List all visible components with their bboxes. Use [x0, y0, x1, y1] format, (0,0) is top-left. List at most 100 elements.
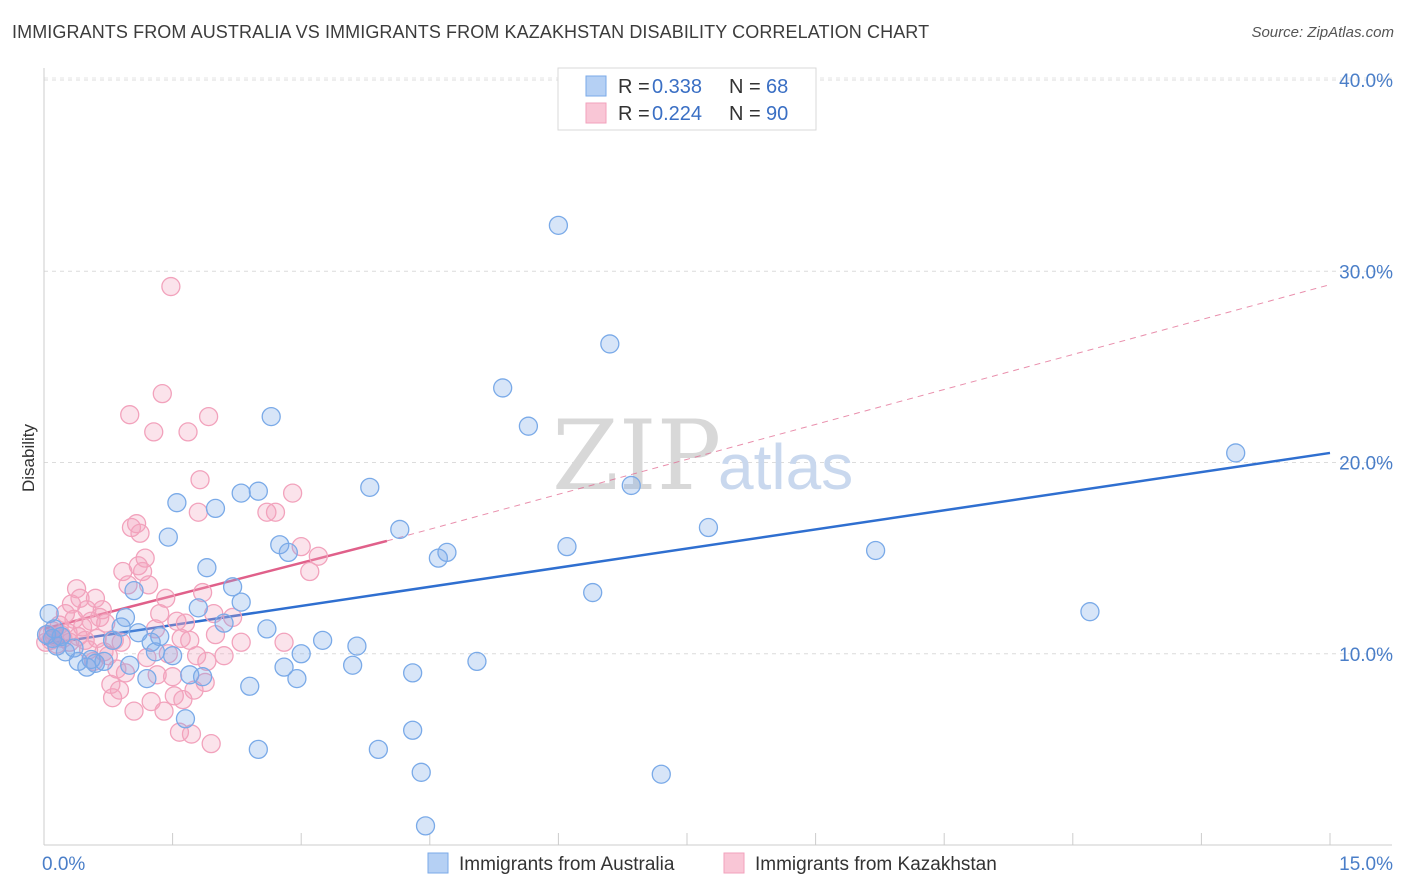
point-series1-59	[162, 667, 183, 687]
point-series1-31	[102, 688, 123, 708]
point-series0-23	[158, 527, 178, 547]
point-series0-40	[261, 406, 281, 427]
point-series0-54	[411, 762, 431, 782]
point-series0-43	[278, 542, 298, 563]
data-points	[36, 215, 1246, 836]
point-series0-46	[312, 630, 333, 651]
point-series1-56	[156, 588, 176, 608]
point-series0-63	[583, 582, 603, 603]
point-series1-48	[138, 575, 159, 595]
legend-n-label-kazakhstan: N =	[729, 103, 761, 125]
point-series0-33	[222, 577, 243, 597]
axes	[43, 68, 1392, 846]
point-series1-46	[135, 548, 155, 568]
point-series0-67	[698, 517, 719, 538]
point-series0-58	[467, 651, 487, 672]
legend-n-value-kazakhstan: 90	[766, 103, 788, 125]
y-tick-label-3: 40.0%	[1339, 71, 1393, 92]
point-series1-84	[265, 502, 286, 522]
point-series1-41	[124, 701, 144, 721]
point-series0-70	[1226, 443, 1246, 463]
legend: R = 0.338 N = 68 R = 0.224 N = 90	[557, 67, 817, 131]
legend-swatch-australia	[585, 75, 607, 97]
point-series0-36	[240, 676, 260, 696]
point-series0-66	[651, 764, 671, 784]
point-series0-49	[360, 477, 380, 498]
y-axis-label: Disability	[19, 423, 38, 492]
point-series0-25	[167, 493, 187, 513]
y-tick-label-2: 30.0%	[1339, 262, 1393, 283]
grid	[44, 77, 1392, 655]
point-series0-47	[342, 655, 363, 675]
point-series0-69	[1080, 602, 1100, 622]
point-series1-28	[96, 613, 116, 633]
point-series0-62	[557, 537, 577, 557]
bottom-legend-swatch-australia	[427, 852, 449, 874]
point-series0-31	[205, 498, 226, 519]
point-series1-73	[192, 582, 213, 603]
point-series1-65	[175, 613, 196, 633]
point-series1-34	[109, 680, 130, 700]
point-series0-53	[403, 663, 423, 683]
point-series0-26	[175, 709, 196, 729]
point-series1-49	[141, 691, 161, 712]
point-series1-77	[201, 733, 221, 754]
y-tick-label-0: 10.0%	[1339, 645, 1393, 666]
legend-r-label-kazakhstan: R =	[618, 103, 650, 125]
point-series0-24	[162, 646, 183, 666]
trend-line-1	[43, 539, 388, 631]
point-series1-72	[190, 470, 210, 490]
point-series1-71	[188, 502, 208, 522]
point-series0-19	[137, 668, 157, 689]
point-series0-38	[248, 739, 268, 760]
point-series0-64	[600, 334, 620, 354]
point-series1-58	[161, 276, 181, 297]
point-series0-55	[415, 816, 436, 836]
x-tick-label-0: 0.0%	[42, 854, 85, 875]
point-series0-22	[150, 626, 170, 647]
point-series1-16	[70, 588, 90, 608]
point-series1-38	[118, 575, 138, 595]
point-series0-57	[437, 542, 457, 563]
legend-r-value-australia: 0.338	[652, 76, 702, 98]
point-series1-50	[144, 422, 164, 442]
point-series1-52	[147, 665, 167, 685]
point-series1-23	[85, 588, 106, 608]
trend-line-0	[43, 451, 1331, 646]
point-series0-34	[231, 592, 251, 612]
point-series0-14	[111, 617, 131, 637]
point-series0-59	[493, 378, 513, 398]
bottom-legend: Immigrants from Australia Immigrants fro…	[427, 852, 997, 875]
chart-title: IMMIGRANTS FROM AUSTRALIA VS IMMIGRANTS …	[12, 22, 930, 42]
point-series1-64	[173, 690, 193, 710]
point-series0-28	[188, 598, 208, 618]
point-series0-65	[621, 475, 641, 496]
point-series1-55	[154, 701, 174, 721]
point-series1-88	[300, 561, 320, 582]
point-series1-39	[120, 405, 140, 425]
point-series0-18	[128, 623, 148, 643]
point-series0-37	[248, 481, 268, 501]
point-series0-50	[368, 739, 389, 760]
point-series1-70	[186, 646, 207, 666]
point-series0-44	[287, 668, 307, 689]
point-series0-68	[865, 540, 886, 561]
point-series0-45	[291, 644, 311, 664]
trend-extension-1	[386, 284, 1331, 542]
y-tick-labels: 10.0% 20.0% 30.0% 40.0%	[1339, 71, 1393, 666]
watermark-atlas: atlas	[718, 431, 853, 503]
point-series0-32	[214, 613, 234, 633]
bottom-legend-label-kazakhstan: Immigrants from Kazakhstan	[755, 854, 997, 875]
trend-lines	[43, 284, 1331, 646]
point-series0-16	[120, 655, 140, 675]
point-series0-29	[192, 667, 213, 687]
point-series0-35	[231, 483, 251, 503]
point-series0-1	[39, 603, 59, 624]
bottom-legend-swatch-kazakhstan	[723, 852, 745, 874]
legend-n-label-australia: N =	[729, 76, 761, 98]
point-series1-66	[178, 422, 198, 442]
point-series0-61	[548, 215, 569, 236]
point-series0-30	[197, 558, 217, 578]
x-tick-labels: 0.0% 15.0%	[42, 854, 1393, 875]
point-series1-76	[198, 406, 219, 427]
